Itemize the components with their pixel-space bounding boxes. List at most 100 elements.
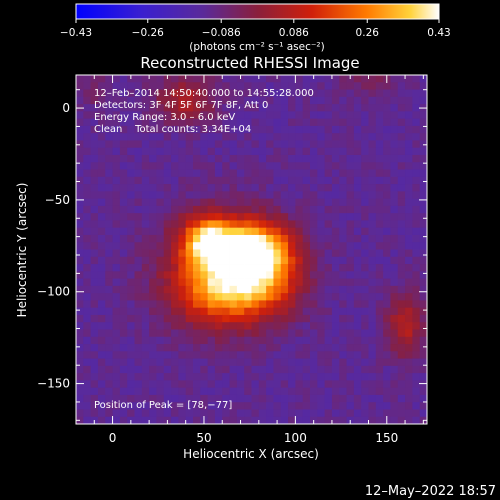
heatmap-cell (324, 184, 333, 192)
heatmap-cell (310, 373, 318, 381)
heatmap-cell (105, 154, 113, 163)
heatmap-cell (105, 416, 113, 425)
heatmap-cell (90, 365, 99, 374)
heatmap-cell (405, 154, 413, 163)
heatmap-cell (156, 234, 165, 243)
heatmap-cell (193, 176, 201, 185)
heatmap-cell (156, 162, 165, 170)
heatmap-cell (273, 242, 282, 250)
heatmap-cell (127, 140, 135, 149)
heatmap-cell (361, 278, 369, 287)
heatmap-cell (141, 184, 150, 192)
heatmap-cell (244, 242, 252, 250)
heatmap-cell (83, 118, 92, 127)
heatmap-cell (251, 147, 260, 156)
heatmap-cell (258, 75, 267, 83)
heatmap-cell (397, 300, 406, 309)
heatmap-cell (229, 198, 238, 207)
heatmap-cell (207, 394, 216, 403)
heatmap-cell (200, 373, 209, 381)
heatmap-cell (90, 162, 99, 170)
heatmap-cell (361, 234, 369, 243)
heatmap-cell (149, 329, 157, 338)
heatmap-cell (163, 169, 172, 178)
heatmap-cell (324, 293, 333, 301)
heatmap-cell (163, 162, 172, 170)
heatmap-cell (412, 358, 421, 367)
heatmap-cell (149, 402, 157, 410)
heatmap-cell (346, 140, 355, 149)
heatmap-cell (280, 307, 289, 316)
heatmap-cell (207, 307, 216, 316)
heatmap-cell (214, 365, 223, 374)
heatmap-cell (353, 220, 362, 229)
heatmap-cell (97, 162, 106, 170)
heatmap-cell (288, 191, 296, 199)
heatmap-cell (368, 394, 377, 403)
heatmap-cell (324, 256, 333, 265)
heatmap-cell (302, 176, 311, 185)
heatmap-cell (419, 242, 428, 250)
heatmap-cell (324, 351, 333, 359)
heatmap-cell (251, 387, 260, 396)
heatmap-cell (163, 322, 172, 330)
heatmap-cell (149, 198, 157, 207)
heatmap-cell (383, 191, 391, 199)
heatmap-cell (361, 373, 369, 381)
heatmap-cell (397, 118, 406, 127)
heatmap-cell (178, 104, 187, 112)
heatmap-cell (280, 402, 289, 410)
heatmap-cell (127, 111, 135, 120)
heatmap-cell (193, 140, 201, 149)
heatmap-cell (383, 394, 391, 403)
heatmap-cell (105, 234, 113, 243)
heatmap-cell (310, 234, 318, 243)
heatmap-cell (105, 213, 113, 221)
heatmap-cell (207, 133, 216, 141)
heatmap-cell (310, 169, 318, 178)
heatmap-cell (361, 220, 369, 229)
heatmap-cell (244, 271, 252, 279)
heatmap-cell (353, 358, 362, 367)
heatmap-cell (244, 205, 252, 214)
heatmap-cell (324, 285, 333, 294)
heatmap-cell (112, 169, 121, 178)
heatmap-cell (339, 133, 347, 141)
heatmap-cell (368, 89, 377, 98)
heatmap-cell (83, 147, 92, 156)
heatmap-cell (229, 162, 238, 170)
heatmap-cell (405, 89, 413, 98)
heatmap-cell (119, 373, 128, 381)
heatmap-cell (353, 162, 362, 170)
heatmap-cell (266, 147, 274, 156)
heatmap-cell (214, 220, 223, 229)
heatmap-cell (244, 154, 252, 163)
heatmap-cell (346, 118, 355, 127)
heatmap-cell (258, 191, 267, 199)
heatmap-cell (324, 387, 333, 396)
heatmap-cell (375, 220, 384, 229)
heatmap-cell (419, 351, 428, 359)
heatmap-cell (236, 387, 245, 396)
heatmap-cell (214, 82, 223, 90)
heatmap-cell (83, 322, 92, 330)
heatmap-cell (185, 293, 194, 301)
heatmap-cell (171, 89, 179, 98)
heatmap-cell (331, 147, 340, 156)
heatmap-cell (149, 394, 157, 403)
heatmap-cell (251, 220, 260, 229)
heatmap-cell (317, 147, 326, 156)
heatmap-cell (185, 140, 194, 149)
heatmap-cell (134, 176, 143, 185)
heatmap-cell (97, 402, 106, 410)
heatmap-cell (273, 176, 282, 185)
heatmap-cell (141, 358, 150, 367)
heatmap-cell (185, 394, 194, 403)
heatmap-cell (353, 322, 362, 330)
heatmap-cell (324, 227, 333, 236)
heatmap-cell (83, 184, 92, 192)
heatmap-cell (222, 227, 230, 236)
heatmap-cell (149, 125, 157, 134)
heatmap-cell (266, 162, 274, 170)
heatmap-cell (76, 227, 84, 236)
